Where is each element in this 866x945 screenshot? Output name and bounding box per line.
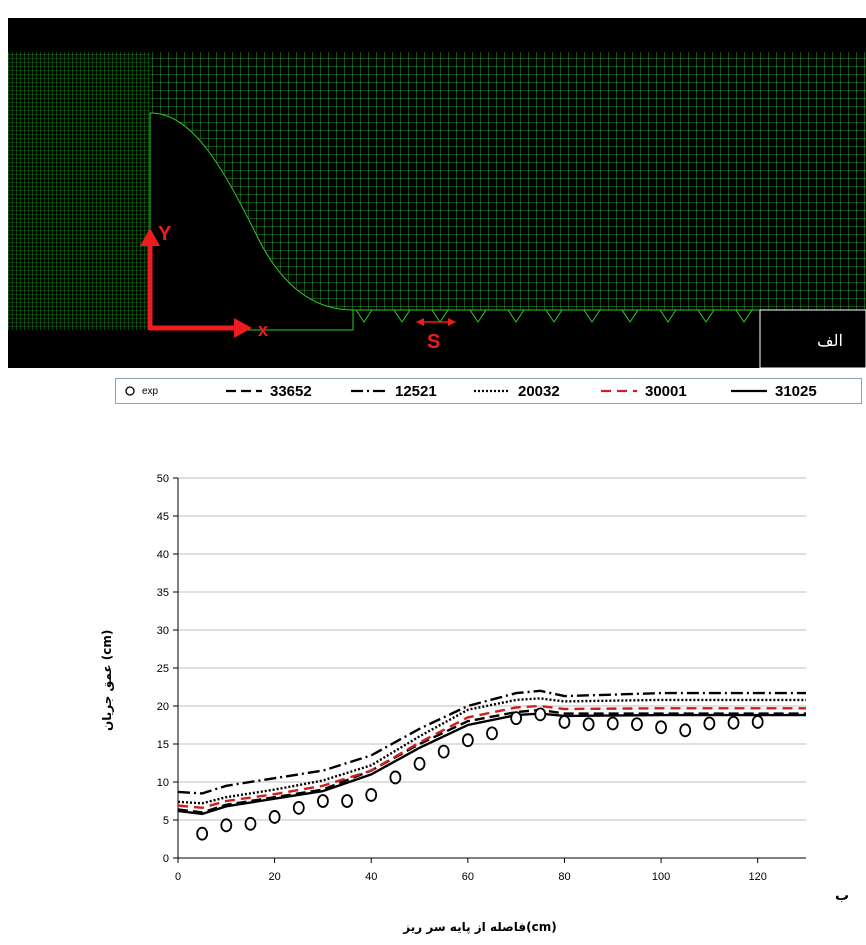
- mesh-drawing: Y x S الف: [8, 18, 866, 369]
- y-axis-label: عمق جریان (cm): [100, 629, 114, 731]
- data-point-exp: [292, 800, 305, 815]
- y-tick-label: 35: [157, 587, 169, 599]
- axis-y-label: Y: [158, 223, 172, 245]
- data-point-exp: [751, 715, 764, 729]
- data-point-exp: [486, 726, 498, 741]
- legend-label: 20032: [518, 383, 560, 400]
- chart-svg: 0 5 10 15 20 25 30 35 40 45 50 0 20 40 60 80 100 120: [157, 473, 806, 883]
- roughness-tooth: [659, 309, 677, 323]
- x-tick-label: 80: [558, 871, 570, 880]
- y-tick-label: 5: [163, 815, 169, 827]
- panel-label-b: ب: [835, 888, 850, 904]
- data-point-exp: [413, 756, 426, 771]
- axis-x-label: x: [258, 320, 268, 340]
- x-tick-label: 120: [749, 871, 767, 880]
- legend-label: 12521: [395, 383, 437, 400]
- roughness-tooth: [355, 309, 373, 323]
- data-point-exp: [389, 770, 402, 785]
- y-tick-label: 50: [157, 473, 169, 485]
- legend-label: exp: [142, 386, 159, 397]
- y-tick-label: 30: [157, 625, 169, 637]
- panel-label-a: الف: [817, 333, 843, 350]
- spillway-body: [149, 112, 354, 331]
- data-point-exp: [679, 723, 692, 738]
- data-point-exp: [268, 810, 281, 824]
- roughness-tooth: [735, 309, 753, 323]
- x-axis-label: فاصله از پایه سر ریز(cm): [403, 920, 557, 934]
- x-tick-label: 100: [652, 871, 670, 880]
- roughness-tooth: [507, 309, 525, 323]
- roughness-tooth: [621, 309, 639, 323]
- data-point-exp: [341, 794, 353, 808]
- data-point-exp: [461, 733, 474, 748]
- data-point-exp: [220, 818, 233, 833]
- data-point-exp: [606, 716, 619, 731]
- x-tick-label: 0: [175, 871, 181, 880]
- axis-arrows: [140, 228, 456, 338]
- y-tick-label: 45: [157, 511, 169, 523]
- data-point-exp: [534, 707, 547, 722]
- roughness-tooth: [393, 309, 411, 323]
- y-tick-label: 15: [157, 739, 169, 751]
- legend-svg: exp 33652 12521 20032 30001 31025: [125, 383, 817, 400]
- legend-marker-exp: [125, 386, 135, 396]
- spacing-label: S: [427, 331, 440, 353]
- y-tick-label: 10: [157, 777, 169, 789]
- data-point-exp: [510, 711, 523, 726]
- y-tick-label: 0: [163, 853, 169, 865]
- data-point-exp: [582, 717, 595, 732]
- chart: 0 5 10 15 20 25 30 35 40 45 50 0 20 40 60 80 100 120: [100, 460, 830, 883]
- data-point-exp: [703, 716, 716, 731]
- series-line-20032: [177, 697, 806, 805]
- x-tick-label: 60: [462, 871, 474, 880]
- roughness-tooth: [469, 309, 487, 323]
- legend-label: 31025: [775, 383, 817, 400]
- y-tick-label: 25: [157, 663, 169, 675]
- data-point-exp: [317, 794, 329, 808]
- data-point-exp: [437, 744, 450, 759]
- mesh-downstream-region: [150, 52, 866, 310]
- series-line-33652: [177, 708, 806, 814]
- legend-label: 33652: [270, 383, 312, 400]
- y-tick-label: 40: [157, 549, 169, 561]
- data-point-exp: [558, 715, 571, 729]
- data-point-exp: [655, 720, 667, 735]
- x-tick-label: 40: [365, 871, 377, 880]
- data-point-exp: [631, 717, 643, 732]
- mesh-inflow-region: [8, 52, 150, 330]
- data-point-exp: [365, 788, 378, 802]
- series-line-12521: [177, 689, 806, 795]
- roughness-tooth: [697, 309, 715, 323]
- panel-label-box: [759, 309, 866, 369]
- legend: exp 33652 12521 20032 30001 31025: [115, 378, 862, 404]
- data-point-exp: [196, 826, 209, 841]
- x-tick-label: 20: [268, 871, 280, 880]
- data-point-exp: [244, 816, 257, 831]
- legend-label: 30001: [645, 383, 687, 400]
- roughness-tooth: [431, 309, 449, 323]
- roughness-tooth: [545, 309, 563, 323]
- roughness-tooth: [583, 309, 601, 323]
- y-tick-label: 20: [157, 701, 169, 713]
- series-line-30001: [177, 704, 806, 810]
- data-point-exp: [727, 715, 740, 730]
- mesh-panel: Y x S الف: [8, 18, 866, 369]
